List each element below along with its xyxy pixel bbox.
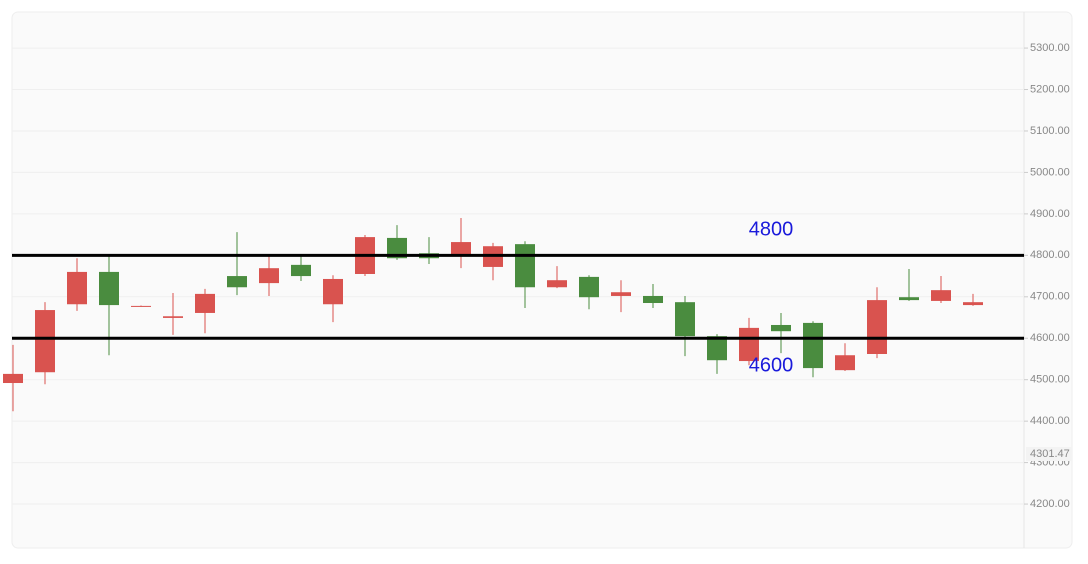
candle-body <box>67 271 87 305</box>
candle-body <box>131 305 151 307</box>
candle-body <box>195 293 215 313</box>
candle-body <box>867 300 887 354</box>
candle-body <box>387 237 407 259</box>
y-tick-label: 4600.00 <box>1030 332 1070 344</box>
y-tick-label: 4900.00 <box>1030 208 1070 220</box>
candle-body <box>451 242 471 257</box>
candle-body <box>803 322 823 369</box>
y-tick-label: 4200.00 <box>1030 498 1070 510</box>
line-label: 4600 <box>749 355 794 377</box>
candle-body <box>931 290 951 301</box>
candle-body <box>227 276 247 288</box>
y-tick-label: 4800.00 <box>1030 249 1070 261</box>
y-tick-label: 4700.00 <box>1030 291 1070 303</box>
y-tick-label: 4400.00 <box>1030 415 1070 427</box>
candle-body <box>835 355 855 371</box>
candle-body <box>675 302 695 337</box>
candle-body <box>291 264 311 277</box>
candle-body <box>579 276 599 298</box>
candle-body <box>707 336 727 361</box>
candle-body <box>963 302 983 306</box>
candle-body <box>163 316 183 318</box>
candle-body <box>515 244 535 288</box>
plot-background <box>11 11 1073 549</box>
candle-body <box>3 373 23 384</box>
price-label: 4301.47 <box>1030 448 1070 460</box>
candle-body <box>99 271 119 306</box>
candle-body <box>259 268 279 284</box>
y-tick-label: 4500.00 <box>1030 374 1070 386</box>
y-tick-label: 5300.00 <box>1030 42 1070 54</box>
candle-body <box>643 295 663 304</box>
candle-body <box>35 310 55 373</box>
candle-body <box>771 324 791 332</box>
price-label-box <box>1026 446 1072 461</box>
candle-body <box>547 280 567 288</box>
y-tick-label: 5000.00 <box>1030 166 1070 178</box>
candle-body <box>739 327 759 362</box>
candle-body <box>323 278 343 305</box>
candle-body <box>899 297 919 301</box>
candle-body <box>611 292 631 296</box>
line-label: 4800 <box>749 219 794 241</box>
y-tick-label: 5200.00 <box>1030 83 1070 95</box>
y-tick-label: 5100.00 <box>1030 125 1070 137</box>
